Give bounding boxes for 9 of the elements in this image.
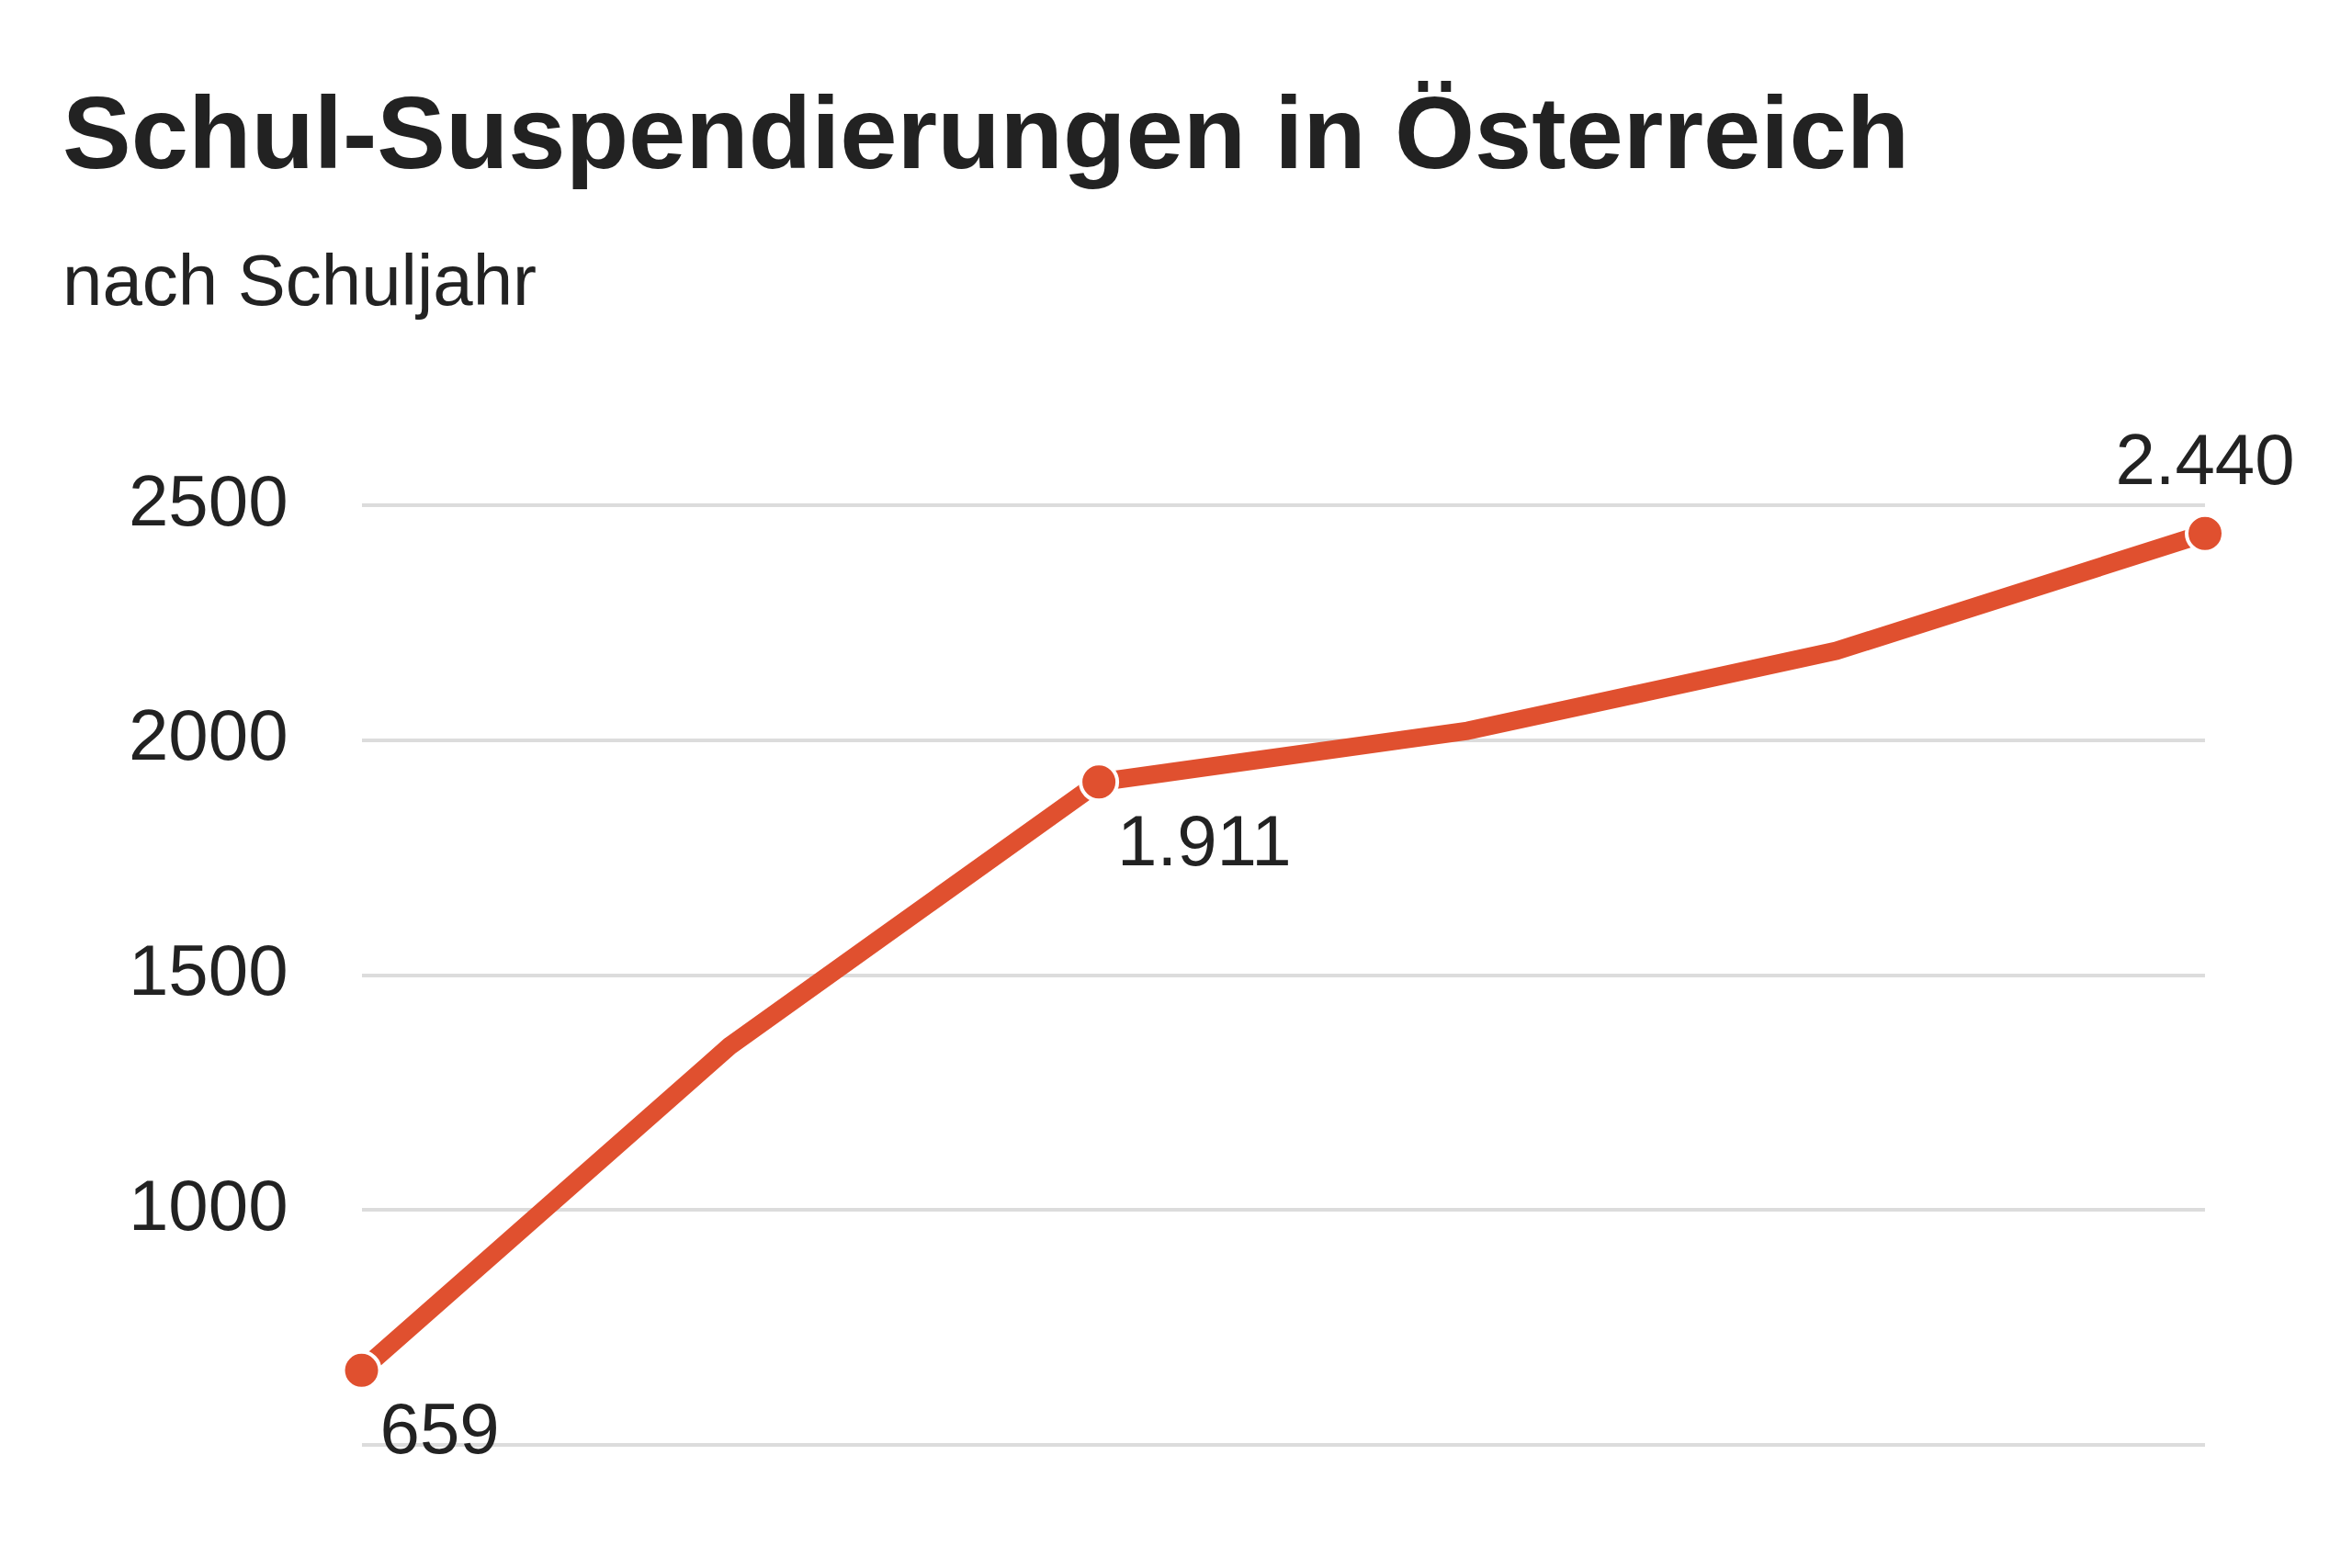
chart-title: Schul-Suspendierungen in Österreich [62, 74, 1910, 192]
data-label: 659 [379, 1388, 500, 1470]
chart-subtitle: nach Schuljahr [62, 239, 537, 322]
data-label: 2.440 [2115, 419, 2295, 501]
y-tick-label: 1500 [128, 930, 288, 1011]
data-label: 1.911 [1117, 799, 1292, 881]
y-tick-label: 2500 [128, 459, 288, 541]
y-tick-label: 2000 [128, 694, 288, 776]
y-tick-label: 1000 [128, 1164, 288, 1246]
